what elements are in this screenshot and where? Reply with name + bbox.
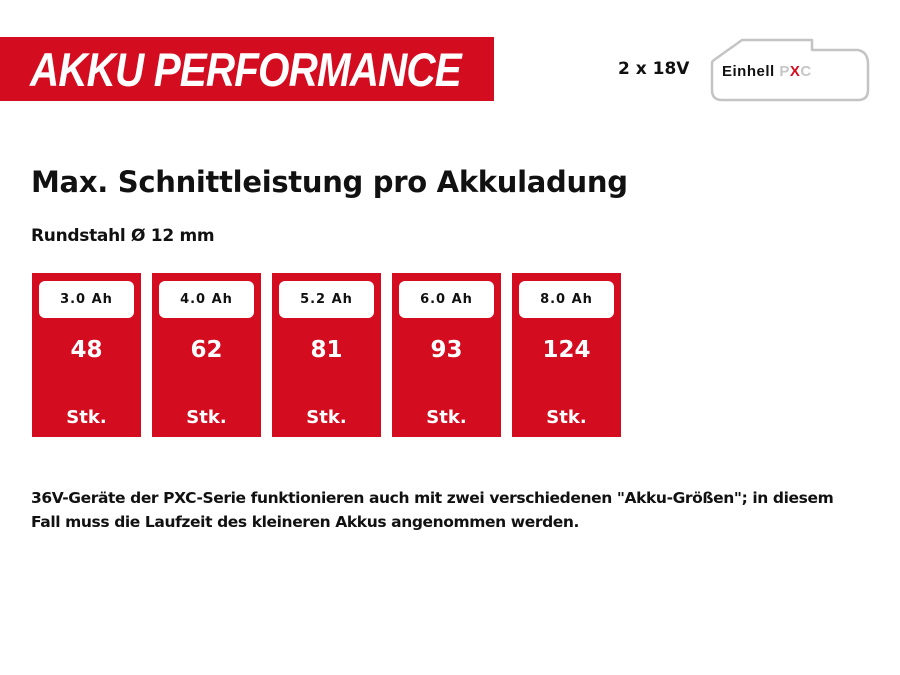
capacity-badge: 4.0 Ah <box>159 281 254 318</box>
capacity-badge: 5.2 Ah <box>279 281 374 318</box>
unit-label: Stk. <box>186 407 227 428</box>
logo-letter-c: C <box>800 63 812 80</box>
cut-count: 124 <box>542 337 591 363</box>
logo-letter-x: X <box>789 63 801 80</box>
banner-title: AKKU PERFORMANCE <box>30 42 462 96</box>
unit-label: Stk. <box>66 407 107 428</box>
cut-count: 93 <box>430 337 463 363</box>
battery-card: 4.0 Ah 62 Stk. <box>152 273 261 437</box>
battery-card: 3.0 Ah 48 Stk. <box>32 273 141 437</box>
logo-wordmark: Einhell PXC <box>722 63 812 80</box>
capacity-badge: 6.0 Ah <box>399 281 494 318</box>
einhell-pxc-logo: Einhell PXC <box>708 36 872 102</box>
header-banner: AKKU PERFORMANCE <box>0 37 494 101</box>
unit-label: Stk. <box>426 407 467 428</box>
cut-count: 62 <box>190 337 223 363</box>
battery-card: 8.0 Ah 124 Stk. <box>512 273 621 437</box>
cut-count: 81 <box>310 337 343 363</box>
unit-label: Stk. <box>306 407 347 428</box>
logo-letter-p: P <box>779 63 790 80</box>
battery-outline-icon <box>710 38 870 102</box>
unit-label: Stk. <box>546 407 587 428</box>
capacity-badge: 8.0 Ah <box>519 281 614 318</box>
footnote: 36V-Geräte der PXC-Serie funktionieren a… <box>31 489 834 531</box>
battery-card: 6.0 Ah 93 Stk. <box>392 273 501 437</box>
capacity-badge: 3.0 Ah <box>39 281 134 318</box>
battery-card: 5.2 Ah 81 Stk. <box>272 273 381 437</box>
logo-brand: Einhell <box>722 63 775 80</box>
cut-count: 48 <box>70 337 103 363</box>
page-title: Max. Schnittleistung pro Akkuladung <box>31 165 628 199</box>
voltage-label: 2 x 18V <box>618 59 690 79</box>
battery-cards: 3.0 Ah 48 Stk. 4.0 Ah 62 Stk. 5.2 Ah 81 … <box>32 273 621 437</box>
material-subtitle: Rundstahl Ø 12 mm <box>31 226 215 246</box>
